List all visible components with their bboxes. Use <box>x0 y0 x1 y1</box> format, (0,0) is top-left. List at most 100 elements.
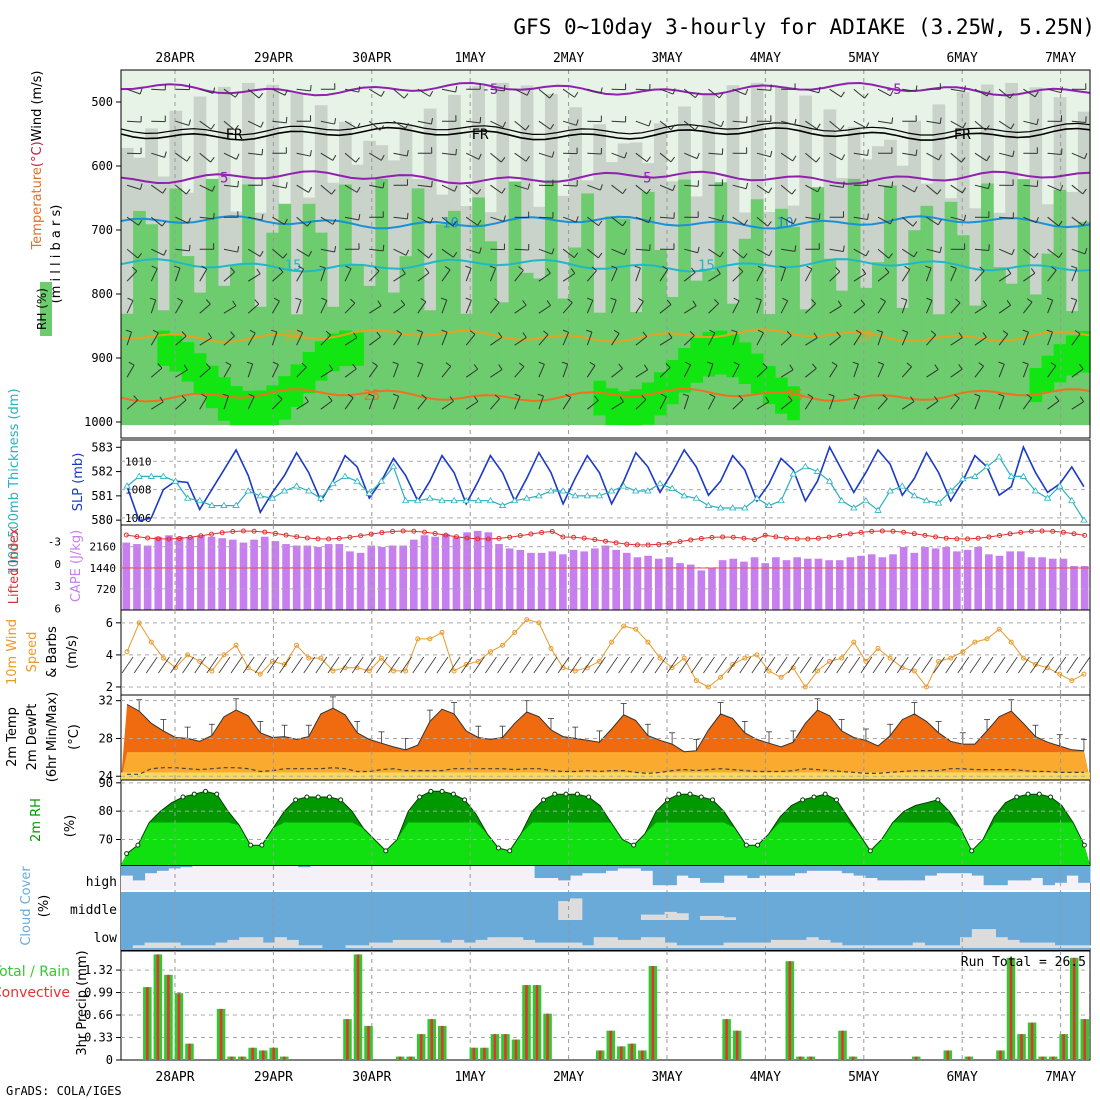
wind-barb-flag <box>743 253 748 259</box>
wind-barb-flag <box>587 297 594 301</box>
low-cloud-cell <box>239 937 252 948</box>
wind-barb-flag <box>719 251 724 258</box>
li-point <box>230 529 236 535</box>
cape-bar <box>867 554 876 610</box>
precip-convective-bar <box>914 1056 918 1060</box>
wind-barb-flag <box>842 245 845 252</box>
low-cloud-cell <box>889 945 902 948</box>
high-cloud-cell <box>700 866 713 883</box>
wind-barb-flag <box>988 182 991 189</box>
wind-barb-flag <box>236 153 240 160</box>
cape-bar <box>1048 558 1057 610</box>
wind-barb-flag <box>660 393 667 398</box>
wind-barb-flag <box>706 361 714 365</box>
wind-barb-flag <box>546 268 551 274</box>
wind-barb <box>296 366 307 378</box>
wind-barb <box>199 337 212 346</box>
wind-barb-flag <box>618 363 623 369</box>
wind-barb <box>320 369 333 378</box>
rh-shade-cell <box>714 330 728 375</box>
middle-cloud-cell <box>676 913 689 920</box>
wind-speed-point <box>403 668 409 674</box>
wind-barb <box>732 216 745 226</box>
thickness-point <box>317 494 325 501</box>
wind-barb <box>926 216 939 226</box>
wind-barb-flag <box>321 297 328 302</box>
wind-barb-flag <box>853 393 860 397</box>
wind-barb <box>805 216 820 220</box>
wind-barb <box>441 332 448 346</box>
rh-shade-cell <box>581 193 594 426</box>
high-cloud-cell <box>841 866 855 874</box>
wind-barb <box>829 336 841 346</box>
thickness-point <box>874 506 882 513</box>
thickness-point <box>305 487 313 494</box>
rh-shade-cell <box>1029 368 1043 403</box>
wind-barb <box>368 270 380 282</box>
wind-barb-flag <box>611 265 618 269</box>
wind-barb <box>659 396 667 410</box>
wind-barb <box>998 248 1013 256</box>
wind-barb <box>804 397 814 410</box>
wind-barb-flag <box>372 362 378 367</box>
wind-barb-flag <box>164 151 167 158</box>
y-tick-label: 583 <box>91 440 113 454</box>
wind-speed-point <box>463 662 469 668</box>
wind-barb-flag <box>668 332 673 339</box>
wind-barb <box>926 184 938 195</box>
low-cloud-cell <box>995 937 1008 948</box>
low-cloud-cell <box>310 945 323 948</box>
wind-barb <box>586 365 596 378</box>
wind-barb-flag <box>914 186 918 193</box>
wind-barb <box>587 400 599 410</box>
rh-shade-cell <box>133 210 146 426</box>
li-point <box>272 530 278 536</box>
surface-wind-barb <box>872 656 885 674</box>
wind-barb-flag <box>694 124 700 131</box>
precip-convective-bar <box>651 965 655 1060</box>
wind-barb <box>756 299 762 314</box>
wind-barb <box>950 302 961 314</box>
wind-barb-flag <box>738 266 744 272</box>
wind-label-1: 10m Wind <box>5 619 20 685</box>
wind-barb-flag <box>127 297 134 301</box>
wind-barb <box>296 248 309 257</box>
wind-barb <box>247 248 261 257</box>
surface-wind-barb <box>945 656 958 674</box>
wind-barb-flag <box>498 364 503 370</box>
wind-barb-flag <box>648 216 652 223</box>
rh-shade-cell <box>290 364 304 407</box>
rh2m-point <box>574 791 580 797</box>
surface-wind-barb <box>267 656 279 674</box>
wind-speed-point <box>1020 655 1026 661</box>
wind-barb-flag <box>449 396 454 402</box>
bottom-date-label: 28APR <box>155 1070 194 1085</box>
wind-barb-flag <box>429 90 434 97</box>
wind-barb <box>877 216 891 225</box>
rh-shade-cell <box>278 376 292 420</box>
wind-barb <box>126 331 132 346</box>
rh2m-unit-label: (%) <box>63 815 78 838</box>
wind-barb <box>708 248 721 258</box>
precip-convective-bar <box>472 1047 476 1060</box>
wind-barb-flag <box>259 250 264 257</box>
rh2m-point <box>191 791 197 797</box>
wind-barb <box>514 248 529 251</box>
low-cloud-cell <box>156 942 169 948</box>
slp-tick-label: 1008 <box>125 484 152 497</box>
thickness-point <box>147 472 155 479</box>
wind-barb-flag <box>358 86 361 93</box>
wind-barb <box>708 332 716 346</box>
precip-legend-convective: Convective <box>0 985 70 1001</box>
wind-barb <box>877 364 885 378</box>
wind-barb <box>563 184 578 187</box>
wind-barb-flag <box>1002 330 1009 335</box>
wind-barb-flag <box>430 118 433 125</box>
wind-barb-flag <box>159 396 164 403</box>
wind-barb <box>1023 248 1035 259</box>
wind-speed-point <box>718 674 724 680</box>
wind-barb <box>974 184 989 190</box>
surface-wind-barb <box>751 656 764 674</box>
